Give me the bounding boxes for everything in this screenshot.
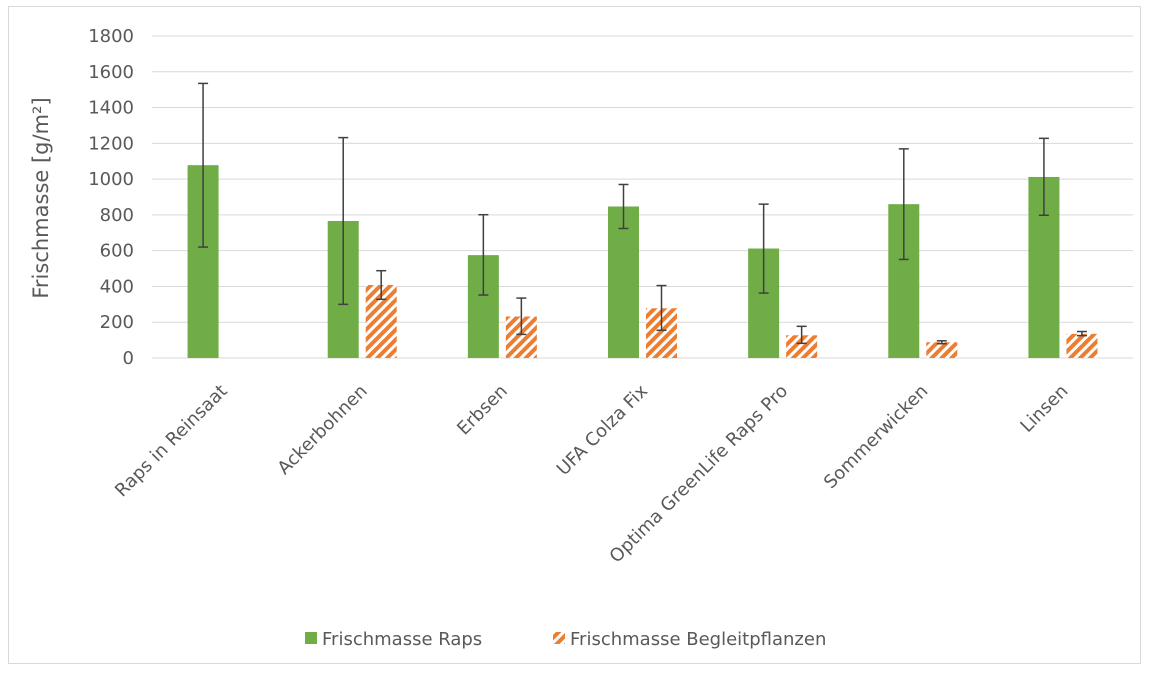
x-category-label: UFA Colza Fix [553, 380, 653, 480]
y-tick-label: 0 [123, 348, 134, 369]
error-bar [618, 183, 629, 230]
error-bar [656, 284, 667, 332]
x-category-label: Linsen [1016, 381, 1072, 437]
x-category-label: Ackerbohnen [274, 381, 372, 479]
x-category-label: Erbsen [453, 381, 512, 440]
y-tick-label: 1000 [88, 169, 134, 190]
y-tick-label: 1800 [88, 26, 134, 47]
error-bar [898, 148, 909, 261]
error-bar [338, 136, 349, 306]
x-category-label: Raps in Reinsaat [111, 381, 232, 502]
legend-swatch [305, 632, 317, 644]
error-bar [198, 82, 209, 248]
error-bar [758, 203, 769, 294]
legend-label: Frischmasse Raps [322, 629, 482, 650]
error-bar [376, 269, 387, 301]
y-axis-title: Frischmasse [g/m²] [29, 97, 53, 298]
bar-frischmasse-begleitpflanzen [926, 342, 958, 358]
legend-swatch [553, 632, 565, 644]
x-category-label: Sommerwicken [820, 381, 932, 493]
y-tick-label: 400 [100, 276, 134, 297]
error-bar [478, 213, 489, 296]
error-bar [1076, 330, 1087, 337]
legend-item-frischmasse-begleitpflanzen: Frischmasse Begleitpflanzen [553, 629, 826, 650]
y-tick-label: 1200 [88, 133, 134, 154]
error-bar [936, 340, 947, 345]
legend-label: Frischmasse Begleitpflanzen [570, 629, 826, 650]
y-tick-label: 1400 [88, 98, 134, 119]
chart-frame [8, 6, 1141, 664]
legend-item-frischmasse-raps: Frischmasse Raps [305, 629, 482, 650]
bar-frischmasse-begleitpflanzen [1066, 333, 1098, 358]
y-tick-label: 800 [100, 205, 134, 226]
y-tick-label: 600 [100, 241, 134, 262]
y-tick-label: 200 [100, 312, 134, 333]
error-bar [1038, 137, 1049, 216]
bar-frischmasse-begleitpflanzen [786, 335, 818, 358]
bar-frischmasse-raps [608, 206, 639, 358]
error-bar [516, 297, 527, 336]
error-bar [796, 325, 807, 345]
y-tick-label: 1600 [88, 62, 134, 83]
